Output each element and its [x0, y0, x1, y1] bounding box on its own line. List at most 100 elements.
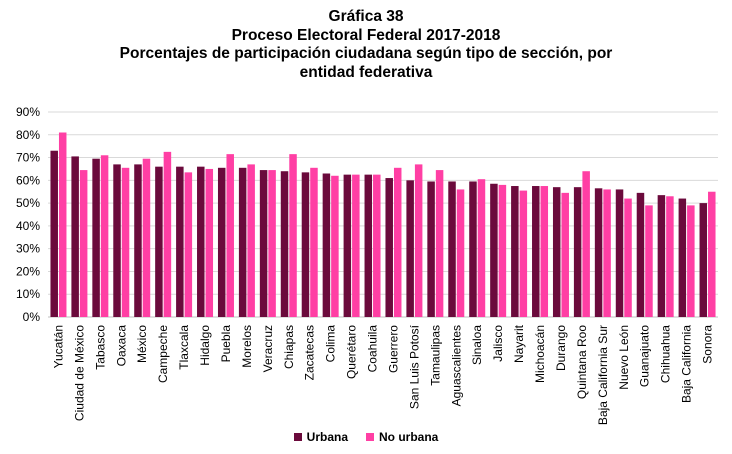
bar-urbana — [657, 195, 666, 317]
bar-no-urbana — [121, 167, 130, 317]
x-tick-label: Tlaxcala — [177, 325, 191, 370]
x-tick-label: Coahuila — [366, 325, 380, 373]
y-tick-label: 70% — [16, 151, 40, 165]
chart-title: Gráfica 38 Proceso Electoral Federal 201… — [0, 8, 732, 82]
x-tick-label: Sonora — [701, 325, 715, 364]
bar-urbana — [259, 170, 268, 317]
bar-no-urbana — [100, 155, 109, 317]
x-tick-label: Puebla — [219, 325, 233, 363]
x-tick-label: Campeche — [156, 325, 170, 383]
x-tick-label: Baja California Sur — [596, 325, 610, 425]
bar-urbana — [301, 172, 310, 317]
bar-no-urbana — [456, 189, 465, 317]
x-tick-label: Guerrero — [386, 325, 400, 373]
bar-urbana — [50, 150, 58, 317]
bar-no-urbana — [310, 167, 318, 317]
y-tick-label: 10% — [16, 287, 40, 301]
x-tick-label: Nayarit — [512, 324, 526, 363]
bar-urbana — [71, 156, 79, 317]
bar-no-urbana — [226, 154, 234, 317]
legend-swatch-no-urbana — [366, 433, 374, 441]
bar-no-urbana — [247, 164, 255, 317]
bar-no-urbana — [561, 192, 569, 317]
title-line-1: Gráfica 38 — [328, 8, 404, 25]
x-tick-label: Michoacán — [533, 325, 547, 383]
bar-no-urbana — [163, 151, 172, 317]
bar-no-urbana — [414, 164, 423, 317]
y-tick-label: 20% — [16, 264, 40, 278]
bar-urbana — [364, 174, 373, 317]
bar-no-urbana — [184, 172, 193, 317]
bar-urbana — [113, 164, 121, 317]
bar-urbana — [615, 189, 624, 317]
x-tick-label: Tamaulipas — [428, 325, 442, 386]
x-tick-label: Nuevo León — [617, 325, 631, 390]
bar-no-urbana — [393, 167, 402, 317]
y-tick-label: 60% — [16, 173, 40, 187]
x-tick-label: Colima — [324, 325, 338, 363]
x-tick-label: Yucatán — [51, 325, 65, 368]
x-tick-label: Zacatecas — [303, 325, 317, 380]
bar-no-urbana — [519, 190, 528, 317]
x-tick-label: Querétaro — [345, 325, 359, 379]
bar-no-urbana — [498, 184, 507, 317]
bar-urbana — [552, 187, 561, 317]
x-tick-label: Aguascalientes — [449, 325, 463, 406]
bar-urbana — [469, 181, 477, 317]
bar-urbana — [238, 167, 247, 317]
y-tick-label: 80% — [16, 128, 40, 142]
bar-urbana — [699, 203, 708, 317]
legend: Urbana No urbana — [0, 430, 732, 444]
bar-urbana — [217, 167, 226, 317]
bar-urbana — [448, 181, 456, 317]
x-tick-label: Guanajuato — [638, 325, 652, 387]
bar-no-urbana — [624, 198, 632, 317]
bar-urbana — [511, 186, 519, 317]
bar-urbana — [92, 158, 100, 317]
title-line-2: Proceso Electoral Federal 2017-2018 — [231, 26, 501, 44]
x-tick-label: Jalisco — [491, 325, 505, 362]
bar-no-urbana — [540, 186, 549, 317]
bar-no-urbana — [645, 205, 653, 317]
bar-urbana — [322, 173, 331, 317]
x-tick-label: Sinaloa — [470, 325, 484, 365]
bar-urbana — [573, 187, 582, 317]
bar-no-urbana — [582, 171, 590, 317]
x-tick-label: Oaxaca — [114, 325, 128, 367]
y-tick-label: 90% — [16, 105, 40, 119]
x-tick-label: Morelos — [240, 325, 254, 368]
x-tick-label: Tabasco — [93, 325, 107, 370]
bar-no-urbana — [603, 189, 611, 317]
bar-no-urbana — [205, 168, 214, 317]
legend-swatch-urbana — [293, 433, 302, 441]
y-tick-label: 50% — [16, 196, 40, 210]
bar-urbana — [280, 171, 289, 317]
bar-no-urbana — [352, 174, 360, 317]
bar-urbana — [490, 183, 498, 317]
x-tick-label: Ciudad de México — [72, 325, 86, 421]
bar-urbana — [594, 188, 603, 317]
legend-item-no-urbana: No urbana — [366, 430, 438, 444]
bar-urbana — [343, 174, 352, 317]
bar-urbana — [155, 166, 163, 317]
bar-urbana — [134, 164, 142, 317]
x-tick-label: Chihuahua — [659, 325, 673, 383]
x-tick-label: Durango — [554, 325, 568, 371]
bar-no-urbana — [79, 170, 88, 317]
y-tick-label: 40% — [16, 219, 40, 233]
legend-item-urbana: Urbana — [293, 430, 348, 444]
bar-no-urbana — [289, 154, 297, 317]
legend-label-no-urbana: No urbana — [379, 430, 439, 444]
bar-no-urbana — [142, 158, 151, 317]
bar-no-urbana — [58, 132, 67, 317]
x-tick-label: San Luis Potosí — [407, 324, 421, 409]
x-tick-label: Quintana Roo — [575, 325, 589, 399]
x-tick-label: México — [135, 325, 149, 363]
bar-no-urbana — [435, 170, 444, 317]
title-line-4: entidad federativa — [299, 63, 433, 81]
bar-urbana — [532, 186, 540, 317]
bar-no-urbana — [373, 174, 381, 317]
bar-urbana — [197, 166, 205, 317]
bar-urbana — [385, 178, 393, 317]
